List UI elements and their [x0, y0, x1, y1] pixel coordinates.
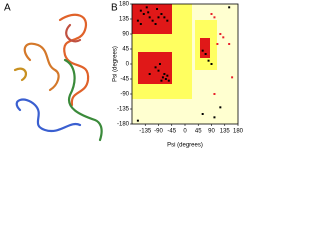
x-axis-label: Psi (degrees)	[167, 143, 203, 149]
point	[219, 33, 222, 35]
point	[156, 8, 159, 10]
ribbon-yellow	[13, 67, 28, 82]
point	[136, 19, 139, 22]
point	[145, 6, 148, 9]
x-tick-label: -45	[167, 129, 176, 135]
point	[148, 16, 151, 19]
x-tick-label: -135	[139, 129, 152, 135]
y-tick-label: 180	[119, 2, 130, 8]
x-tick-label: 180	[233, 129, 244, 135]
point	[207, 59, 210, 62]
region-core	[200, 38, 210, 58]
figure: A B Psi (degrees) Psi (degrees) -135 -90-…	[4, 2, 244, 149]
ribbon-orange	[58, 13, 90, 107]
y-tick-label: 135	[119, 17, 130, 23]
x-tick-label: 45	[195, 129, 202, 135]
regions	[131, 3, 239, 125]
point	[228, 43, 231, 45]
point	[231, 76, 234, 79]
point	[142, 13, 145, 15]
point	[139, 9, 142, 12]
protein-ribbon	[13, 13, 103, 142]
point	[216, 43, 219, 45]
y-tick-label: 90	[122, 32, 129, 38]
panel-label: B	[111, 3, 118, 14]
point	[201, 49, 204, 52]
y-tick-label: -45	[120, 77, 129, 83]
x-tick-label: 90	[208, 129, 215, 135]
point	[160, 13, 163, 15]
panel-label: A	[4, 3, 11, 14]
point	[163, 16, 166, 19]
point	[157, 69, 160, 72]
point	[161, 76, 164, 79]
point	[213, 93, 216, 95]
x-tick-label: 0	[183, 129, 187, 135]
ribbon-red	[65, 23, 82, 43]
point	[148, 73, 151, 75]
ribbon-blue	[15, 98, 82, 133]
ribbon-orange-2	[23, 42, 60, 92]
point	[154, 23, 157, 25]
point	[158, 63, 161, 65]
point	[228, 6, 231, 9]
y-tick-label: -90	[120, 92, 129, 98]
point	[139, 23, 142, 25]
page: A B Psi (degrees) Psi (degrees) -135 -90-…	[4, 1, 244, 149]
point	[201, 113, 204, 115]
point	[213, 16, 216, 19]
point	[166, 74, 169, 77]
y-tick-label: -180	[117, 122, 130, 128]
x-tick-label: -90	[154, 129, 163, 135]
y-tick-label: -135	[117, 107, 130, 113]
ribbon-green	[63, 58, 103, 142]
point	[160, 79, 163, 82]
y-tick-label: 0	[126, 62, 130, 68]
point	[164, 78, 167, 80]
point	[219, 106, 222, 109]
point	[210, 63, 213, 65]
y-axis-label: Psi (degrees)	[113, 46, 119, 82]
point	[157, 16, 160, 19]
point	[213, 116, 216, 119]
x-tick-label: 135	[220, 129, 231, 135]
y-tick-label: 45	[122, 47, 129, 53]
point	[210, 13, 213, 15]
point	[222, 36, 225, 39]
point	[154, 66, 157, 69]
point	[204, 53, 207, 55]
point	[151, 19, 154, 22]
point	[167, 79, 170, 82]
point	[163, 73, 166, 75]
point	[147, 11, 150, 14]
region-core	[132, 4, 172, 34]
point	[136, 119, 139, 122]
point	[166, 19, 169, 22]
